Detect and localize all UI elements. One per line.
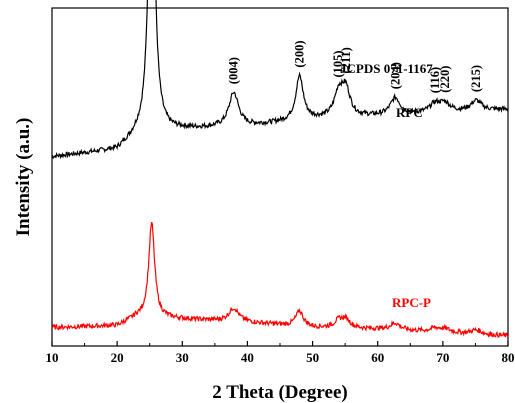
x-tick-label: 10 bbox=[46, 350, 59, 365]
peak-label: (204) bbox=[388, 62, 402, 89]
peak-label: (116) bbox=[428, 67, 442, 93]
x-axis-ticks: 10 20 30 40 50 60 70 80 bbox=[46, 341, 515, 365]
peak-label: (200) bbox=[293, 41, 307, 68]
series-line-rpc-p bbox=[51, 221, 509, 338]
x-tick-label: 70 bbox=[436, 350, 449, 365]
x-tick-label: 60 bbox=[371, 350, 384, 365]
peak-label: (215) bbox=[469, 65, 483, 92]
peak-label: (211) bbox=[339, 47, 353, 73]
x-axis-title: 2 Theta (Degree) bbox=[212, 382, 347, 403]
peak-label: (105) bbox=[331, 50, 345, 77]
x-tick-label: 50 bbox=[306, 350, 319, 365]
x-tick-label: 40 bbox=[241, 350, 254, 365]
x-tick-label: 20 bbox=[111, 350, 124, 365]
series-label-rpc: RPC bbox=[396, 105, 423, 120]
x-tick-label: 30 bbox=[176, 350, 189, 365]
y-axis-title: Intensity (a.u.) bbox=[13, 118, 34, 237]
peak-labels: (101)(004)(200)(105)(211)(204)(116)(220)… bbox=[227, 41, 483, 94]
series-line-rpc bbox=[51, 0, 509, 160]
peak-label: (220) bbox=[438, 66, 452, 93]
series-layer bbox=[51, 0, 509, 338]
x-tick-label: 80 bbox=[502, 350, 515, 365]
series-label-rpc-p: RPC-P bbox=[392, 295, 431, 310]
plot-frame bbox=[51, 7, 509, 347]
peak-label: (004) bbox=[227, 57, 241, 84]
reference-card-label: JCPDS 071-1167 bbox=[340, 61, 433, 76]
